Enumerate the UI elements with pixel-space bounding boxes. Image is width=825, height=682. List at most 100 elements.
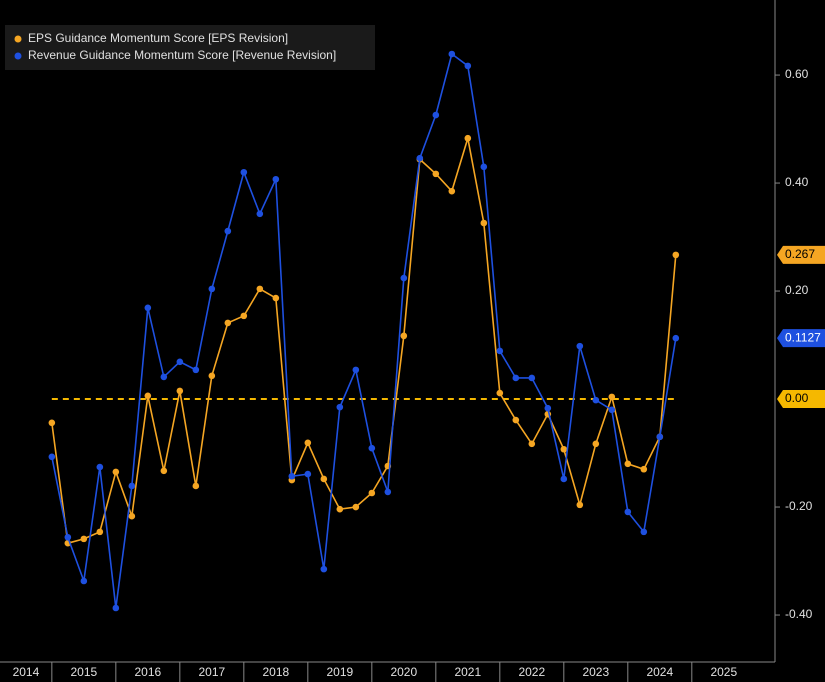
legend-label: Revenue Guidance Momentum Score [Revenue… (28, 48, 336, 62)
data-point (48, 419, 56, 427)
last-value-box (777, 245, 825, 264)
legend: EPS Guidance Momentum Score [EPS Revisio… (5, 25, 375, 70)
last-value-label: 0.1127 (785, 330, 821, 344)
data-point (560, 445, 568, 453)
data-point (192, 366, 200, 374)
data-point (656, 433, 664, 441)
x-tick-label: 2016 (134, 665, 161, 679)
data-point (64, 533, 72, 541)
data-point (624, 508, 632, 516)
x-tick-label: 2019 (326, 665, 353, 679)
data-point (400, 274, 408, 282)
data-point (592, 440, 600, 448)
data-point (240, 168, 248, 176)
last-value-box (777, 329, 825, 348)
reference-label-box (777, 390, 825, 409)
data-point (400, 332, 408, 340)
data-point (128, 482, 136, 490)
data-point (112, 604, 120, 612)
y-tick-label: -0.20 (785, 499, 813, 513)
data-point (96, 528, 104, 536)
data-point (288, 472, 296, 480)
data-point (576, 501, 584, 509)
data-point (208, 285, 216, 293)
data-point (320, 565, 328, 573)
data-point (112, 468, 120, 476)
y-tick-label: 0.60 (785, 67, 809, 81)
data-point (448, 187, 456, 195)
data-point (144, 392, 152, 400)
data-point (320, 475, 328, 483)
data-point (608, 406, 616, 414)
data-point (336, 403, 344, 411)
data-point (528, 440, 536, 448)
x-tick-label: 2020 (390, 665, 417, 679)
series-line (51, 138, 677, 545)
data-point (352, 366, 360, 374)
data-point (496, 389, 504, 397)
data-point (144, 304, 152, 312)
data-point (160, 467, 168, 475)
data-point (176, 358, 184, 366)
data-point (480, 163, 488, 171)
data-point (560, 475, 568, 483)
data-point (528, 374, 536, 382)
x-tick-label: 2021 (454, 665, 481, 679)
x-tick-label: 2018 (262, 665, 289, 679)
x-tick-label: 2025 (710, 665, 737, 679)
data-point (432, 170, 440, 178)
legend-marker (14, 52, 22, 60)
data-point (464, 62, 472, 70)
data-point (592, 396, 600, 404)
x-tick-label: 2023 (582, 665, 609, 679)
series-line (51, 52, 677, 609)
data-point (128, 512, 136, 520)
data-point (272, 175, 280, 183)
y-tick-label: 0.40 (785, 175, 809, 189)
legend-box (5, 25, 375, 70)
data-point (512, 416, 520, 424)
data-point (368, 444, 376, 452)
data-point (384, 488, 392, 496)
data-point (448, 50, 456, 58)
data-point (624, 460, 632, 468)
data-point (480, 219, 488, 227)
data-point (80, 535, 88, 543)
data-point (192, 482, 200, 490)
data-point (672, 334, 680, 342)
data-point (512, 374, 520, 382)
data-point (576, 342, 584, 350)
data-point (272, 294, 280, 302)
data-point (96, 463, 104, 471)
x-tick-label: 2024 (646, 665, 673, 679)
data-point (48, 453, 56, 461)
x-tick-label: 2014 (13, 665, 40, 679)
data-point (336, 505, 344, 513)
data-point (464, 134, 472, 142)
data-point (208, 372, 216, 380)
data-point (224, 227, 232, 235)
y-tick-label: -0.40 (785, 607, 813, 621)
x-tick-label: 2017 (198, 665, 225, 679)
x-tick-label: 2015 (70, 665, 97, 679)
data-point (240, 312, 248, 320)
data-point (672, 251, 680, 259)
data-point (304, 439, 312, 447)
data-point (304, 470, 312, 478)
x-tick-label: 2022 (518, 665, 545, 679)
data-point (256, 210, 264, 218)
data-point (496, 347, 504, 355)
data-point (432, 111, 440, 119)
data-point (176, 387, 184, 395)
data-point (416, 154, 424, 162)
y-tick-label: 0.20 (785, 283, 809, 297)
reference-label: 0.00 (785, 391, 809, 405)
data-point (224, 319, 232, 327)
last-value-label: 0.267 (785, 247, 815, 261)
data-point (640, 528, 648, 536)
legend-marker (14, 35, 22, 43)
data-point (544, 404, 552, 412)
